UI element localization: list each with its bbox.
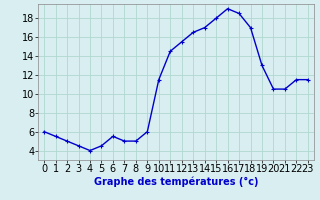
X-axis label: Graphe des températures (°c): Graphe des températures (°c) bbox=[94, 177, 258, 187]
